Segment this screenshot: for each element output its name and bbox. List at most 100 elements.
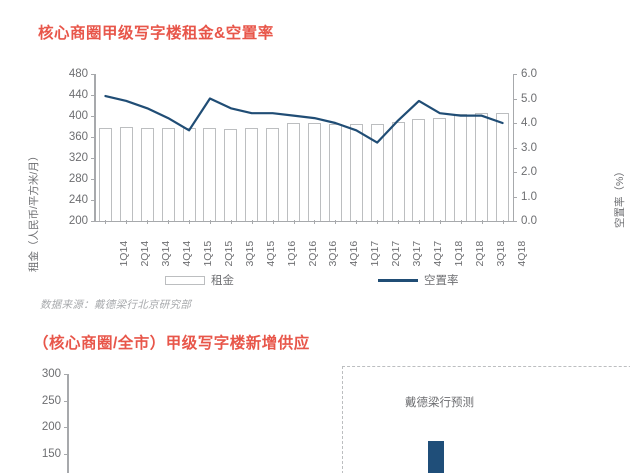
y-axis-tick-mark-right	[513, 147, 517, 149]
x-axis-tick-label: 2Q14	[139, 240, 152, 267]
bar-rent[interactable]	[391, 121, 405, 221]
chart-2-y-axis-tick-mark	[64, 454, 68, 455]
bar-rent[interactable]	[307, 123, 321, 221]
bar-rent[interactable]	[370, 123, 384, 221]
chart-2-y-axis-tick-label: 200	[41, 421, 61, 434]
bar-rent[interactable]	[119, 127, 133, 221]
x-axis-tick-mark	[502, 220, 504, 224]
y-axis-tick-mark-left	[91, 158, 95, 159]
x-axis-tick-mark	[272, 220, 274, 224]
bar-rent[interactable]	[287, 123, 301, 221]
x-axis-tick-mark	[335, 220, 337, 224]
y-axis-tick-mark-right	[513, 98, 517, 100]
y-axis-tick-label-left: 240	[68, 194, 88, 206]
y-axis-tick-mark-left	[91, 200, 95, 201]
bar-rent[interactable]	[475, 113, 489, 221]
chart-1-legend: 租金 空置率	[0, 270, 630, 292]
bar-new-supply[interactable]	[428, 441, 444, 473]
y-axis-tick-label-left: 480	[68, 68, 88, 80]
legend-label-vacancy: 空置率	[424, 275, 459, 287]
chart-1-right-axis-title: 空置率（%）	[614, 166, 626, 228]
y-axis-tick-mark-right	[513, 196, 517, 198]
x-axis-tick-label: 4Q18	[515, 240, 528, 267]
y-axis-tick-label-right: 5.0	[521, 92, 537, 105]
y-axis-tick-label-right: 4.0	[521, 117, 537, 129]
bar-rent[interactable]	[349, 123, 363, 221]
bar-rent[interactable]	[433, 118, 447, 221]
bar-rent[interactable]	[412, 118, 426, 221]
legend-line-swatch-icon	[378, 278, 418, 282]
x-axis-tick-label: 3Q17	[410, 240, 423, 267]
chart-1-title: 核心商圈甲级写字楼租金&空置率	[38, 25, 274, 42]
new-supply-chart: 新增供应(万平米) 300250200150100戴德梁行预测	[0, 362, 630, 473]
x-axis-tick-mark	[209, 220, 211, 224]
legend-item-vacancy[interactable]: 空置率	[378, 272, 459, 288]
chart-1-left-axis-title: 租金（人民币/平方米/月）	[28, 150, 40, 272]
bar-rent[interactable]	[161, 128, 175, 221]
rent-vacancy-chart: 租金（人民币/平方米/月） 空置率（%） 480 440 400 360 320 280 2…	[0, 60, 630, 325]
y-axis-tick-label-right: 3.0	[521, 141, 537, 154]
y-axis-tick-label-left: 360	[68, 131, 88, 143]
y-axis-tick-label-left: 400	[68, 110, 88, 122]
bar-rent[interactable]	[328, 123, 342, 221]
y-axis-tick-mark-left	[91, 74, 95, 75]
y-axis-tick-mark-right	[513, 123, 517, 124]
x-axis-tick-label: 4Q16	[348, 240, 361, 267]
x-axis-tick-label: 1Q16	[285, 240, 298, 267]
bar-rent[interactable]	[245, 127, 259, 221]
y-axis-tick-mark-left	[91, 221, 95, 222]
y-axis-tick-label-left: 320	[68, 152, 88, 164]
x-axis-tick-mark	[126, 220, 128, 224]
x-axis-tick-label: 1Q18	[452, 240, 465, 267]
chart-2-y-axis-tick-mark	[64, 400, 68, 402]
forecast-annotation-label: 戴德梁行预测	[405, 397, 474, 410]
left-axis-line	[94, 74, 96, 221]
chart-2-y-axis-tick-label: 250	[41, 394, 61, 407]
y-axis-tick-mark-left	[91, 179, 95, 180]
chart-2-title: （核心商圈/全市）甲级写字楼新增供应	[33, 335, 310, 352]
y-axis-tick-mark-right	[513, 221, 517, 222]
chart-2-plot-area: 300250200150100戴德梁行预测	[42, 366, 630, 473]
chart-2-y-axis-tick-label: 150	[41, 448, 61, 460]
x-axis-tick-label: 3Q14	[160, 240, 173, 267]
y-axis-tick-label-right: 1.0	[521, 190, 537, 203]
x-axis-tick-mark	[356, 220, 358, 224]
y-axis-tick-mark-right	[513, 172, 517, 173]
x-axis-tick-label: 2Q18	[473, 240, 486, 267]
vacancy-line-series	[104, 94, 504, 144]
x-axis-tick-mark	[460, 220, 462, 224]
x-axis-tick-mark	[398, 220, 400, 224]
y-axis-tick-label-left: 280	[68, 173, 88, 185]
chart-2-y-axis-tick-label: 300	[41, 368, 61, 380]
bar-rent[interactable]	[496, 112, 510, 221]
forecast-region	[342, 366, 630, 473]
y-axis-tick-label-right: 0.0	[521, 215, 537, 227]
chart-2-left-axis-line	[67, 374, 69, 473]
x-axis-tick-label: 2Q15	[222, 240, 235, 267]
chart-1-source-note: 数据来源：戴德梁行北京研究部	[40, 299, 192, 311]
x-axis-tick-mark	[147, 220, 149, 224]
x-axis-tick-mark	[439, 220, 441, 224]
x-axis-tick-label: 4Q15	[264, 240, 277, 267]
legend-bar-swatch-icon	[165, 275, 205, 285]
bar-rent[interactable]	[98, 128, 112, 221]
legend-item-rent[interactable]: 租金	[165, 272, 234, 288]
x-axis-tick-label: 3Q18	[494, 240, 507, 267]
y-axis-tick-mark-left	[91, 116, 95, 117]
y-axis-tick-mark-left	[91, 95, 95, 96]
y-axis-tick-label-right: 6.0	[521, 68, 537, 80]
x-axis-tick-label: 2Q16	[306, 240, 319, 267]
x-axis-tick-label: 1Q17	[369, 240, 382, 267]
x-axis-tick-mark	[251, 220, 253, 224]
x-axis-tick-label: 4Q17	[431, 240, 444, 267]
x-axis-tick-label: 1Q14	[118, 240, 131, 267]
x-axis-tick-label: 3Q15	[243, 240, 256, 267]
x-axis-tick-label: 3Q16	[327, 240, 340, 267]
bar-rent[interactable]	[266, 128, 280, 221]
x-axis-tick-mark	[105, 220, 107, 224]
bar-rent[interactable]	[140, 128, 154, 221]
bar-rent[interactable]	[224, 129, 238, 221]
y-axis-tick-mark-right	[513, 74, 517, 75]
bar-rent[interactable]	[203, 128, 217, 221]
